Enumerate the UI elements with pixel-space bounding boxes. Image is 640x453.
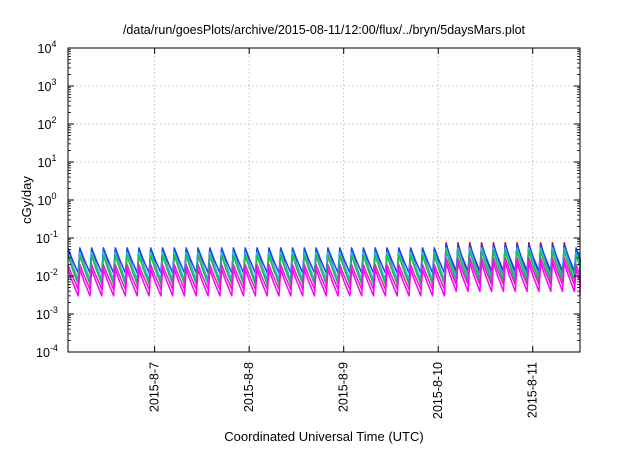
- chart-title: /data/run/goesPlots/archive/2015-08-11/1…: [123, 23, 526, 37]
- y-tick-label: 10-2: [36, 267, 58, 284]
- x-tick-label: 2015-8-9: [337, 362, 351, 412]
- x-tick-labels: 2015-8-7 2015-8-8 2015-8-9 2015-8-10 2015-8-…: [148, 362, 540, 419]
- y-tick-label: 10-4: [36, 343, 58, 360]
- x-tick-label: 2015-8-10: [431, 362, 445, 419]
- y-tick-label: 10-1: [36, 229, 58, 246]
- series-group: [67, 241, 581, 297]
- y-tick-label: 103: [38, 77, 57, 94]
- y-tick-label: 102: [38, 115, 57, 132]
- y-tick-labels: 10-4 10-3 10-2 10-1 100 101 102 103 104: [36, 39, 58, 360]
- y-tick-label: 101: [38, 153, 57, 170]
- x-axis-label: Coordinated Universal Time (UTC): [224, 429, 423, 444]
- x-tick-label: 2015-8-8: [242, 362, 256, 412]
- series-line: [67, 261, 581, 297]
- y-tick-label: 10-3: [36, 305, 58, 322]
- y-tick-label: 100: [38, 191, 57, 208]
- x-tick-label: 2015-8-7: [148, 362, 162, 412]
- y-tick-label: 104: [38, 39, 57, 56]
- y-axis-label: cGy/day: [19, 176, 34, 224]
- axis-ticks: [68, 47, 580, 353]
- x-tick-label: 2015-8-11: [526, 362, 540, 418]
